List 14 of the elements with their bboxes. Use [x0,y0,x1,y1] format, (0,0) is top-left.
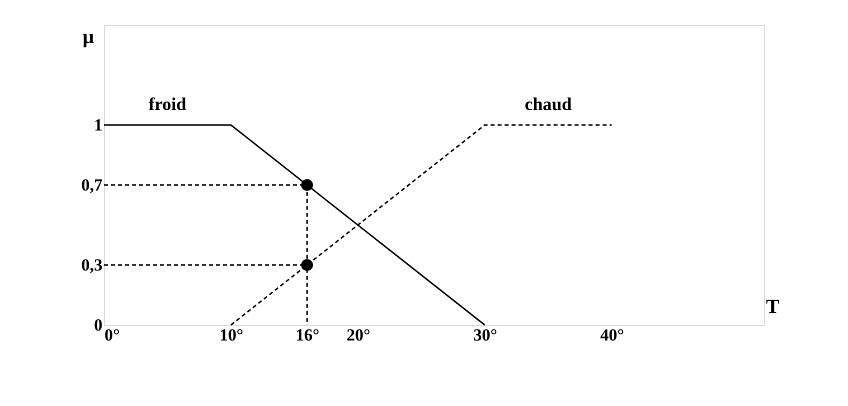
x-tick-label: 16° [296,326,320,344]
x-tick-label: 20° [346,326,370,344]
x-tick-label: 0° [104,326,120,344]
y-tick-label: 1 [94,116,102,134]
x-tick-label: 30° [473,326,498,344]
x-tick-label: 10° [220,326,244,344]
y-axis-title: μ [82,26,95,48]
x-tick-label: 40° [600,326,624,344]
series-label: froid [148,94,186,114]
y-tick-label: 0 [94,316,102,334]
series-label: chaud [524,94,572,114]
y-tick-label: 0,3 [81,256,102,274]
y-tick-label: 0,7 [81,176,103,194]
x-axis-title: T [766,296,780,318]
